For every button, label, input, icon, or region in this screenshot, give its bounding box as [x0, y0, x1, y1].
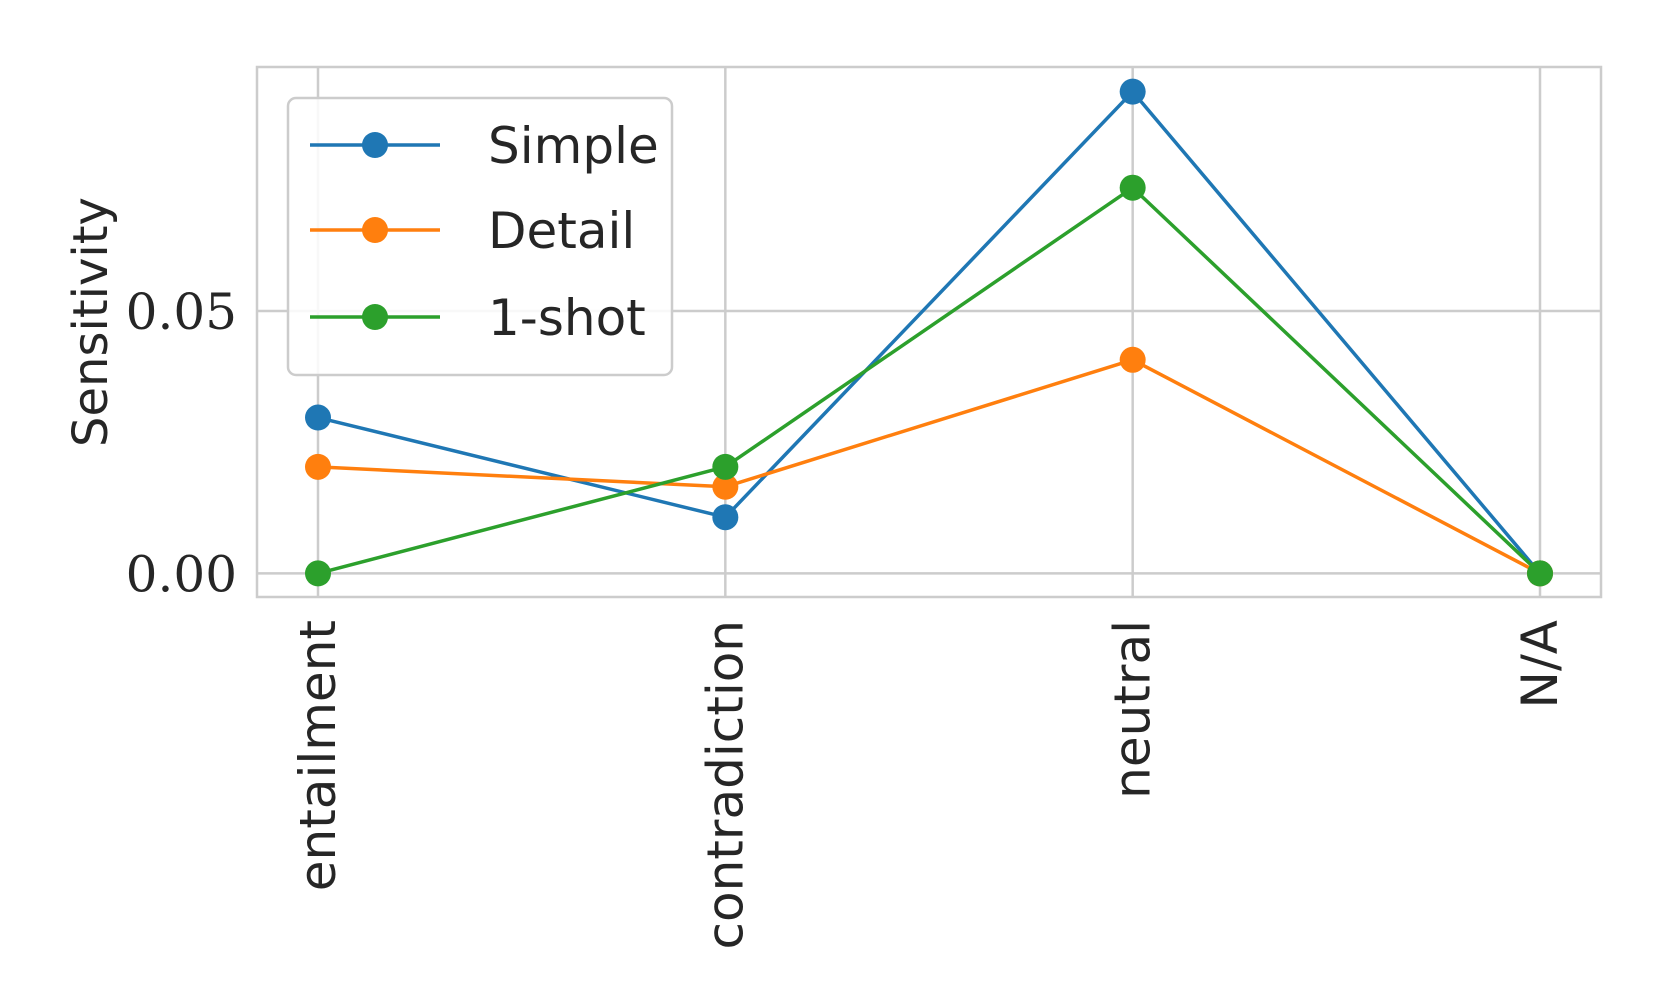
legend: Simple Detail 1-shot [286, 96, 674, 377]
y-axis-ticks: 0.00 0.05 [126, 283, 237, 603]
data-point [1119, 174, 1146, 201]
legend-label: 1-shot [488, 289, 646, 347]
y-tick-label: 0.00 [126, 545, 237, 603]
series-line [317, 358, 1541, 575]
data-point [1119, 346, 1146, 373]
data-point [305, 453, 331, 480]
x-axis-ticks: entailment contradiction neutral N/A [289, 620, 1569, 949]
data-point [1119, 78, 1146, 105]
data-point [712, 453, 739, 480]
y-tick-label: 0.05 [126, 283, 237, 341]
data-point [305, 560, 331, 587]
legend-label: Detail [488, 202, 635, 260]
x-tick-label: neutral [1104, 620, 1162, 799]
legend-box [286, 96, 674, 377]
x-tick-label: contradiction [696, 620, 754, 949]
y-axis-label: Sensitivity [63, 197, 119, 447]
legend-marker [362, 132, 388, 158]
series-group [305, 78, 1553, 587]
data-point [305, 404, 331, 431]
series-line [317, 89, 1542, 575]
series-1-shot [305, 174, 1553, 587]
data-point [712, 504, 739, 531]
legend-marker [362, 304, 388, 330]
data-point [1527, 560, 1553, 587]
legend-label: Simple [488, 117, 659, 175]
x-tick-label: entailment [289, 620, 347, 891]
x-tick-label: N/A [1511, 620, 1569, 708]
legend-marker [362, 217, 388, 243]
plot-frame [255, 65, 1603, 599]
series-line [317, 185, 1542, 576]
data-point [712, 473, 739, 500]
